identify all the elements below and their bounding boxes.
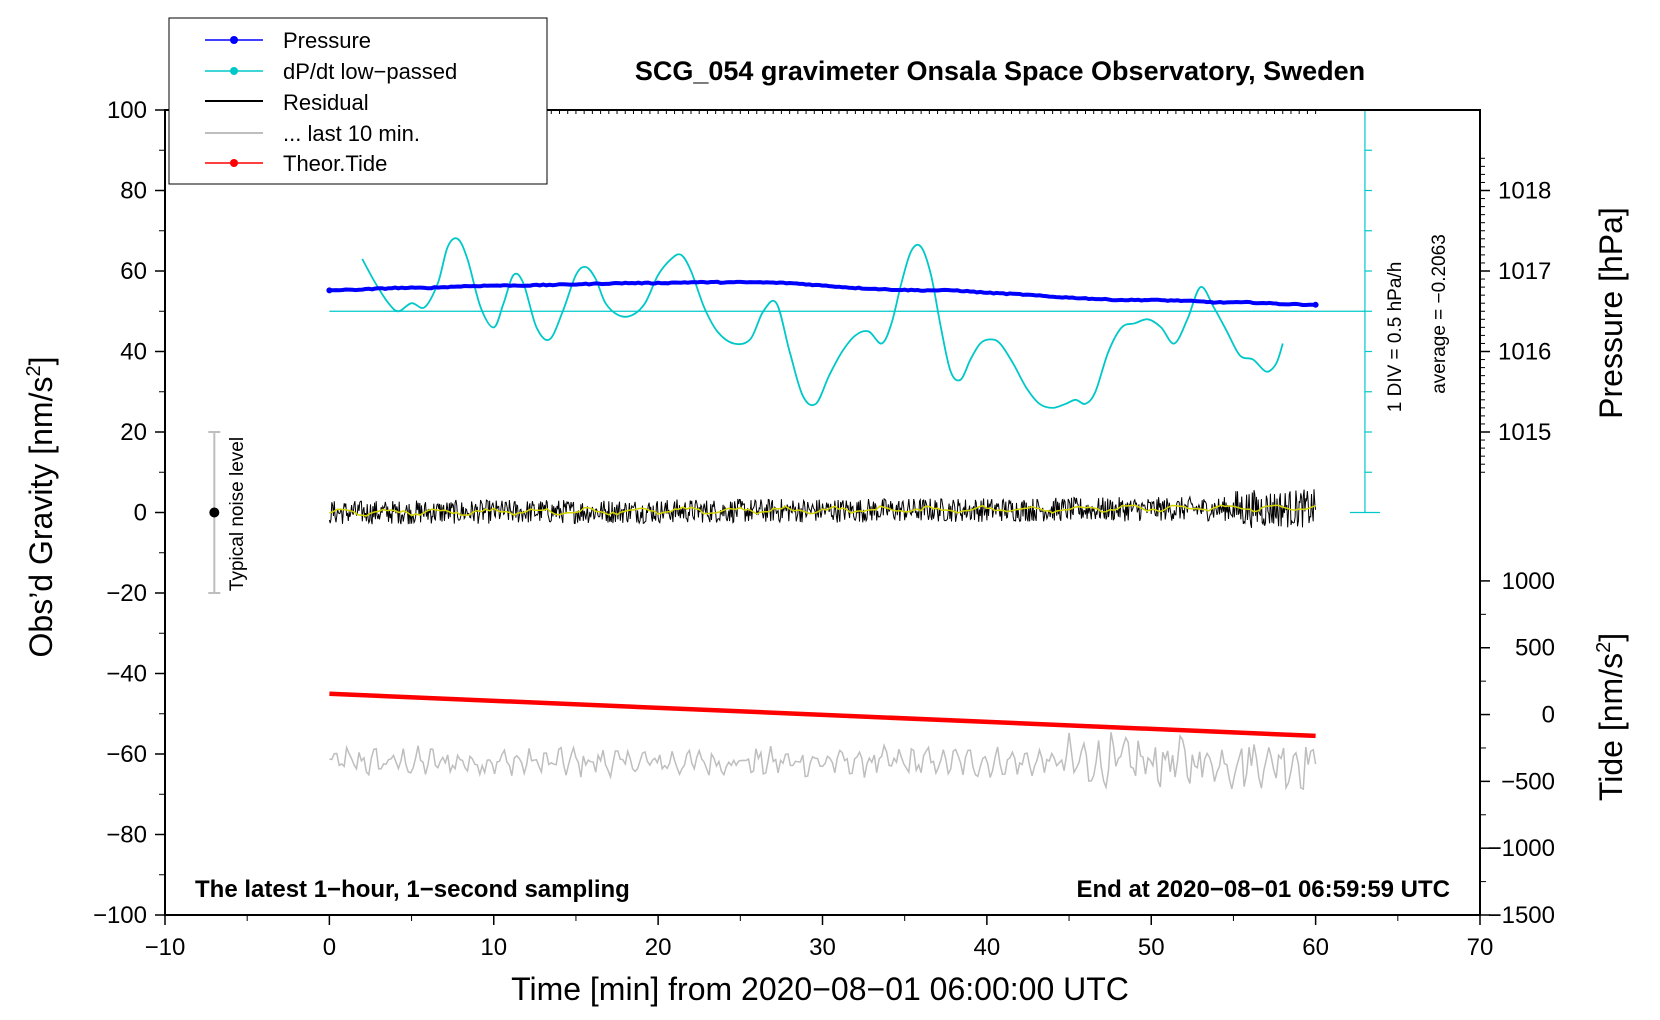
pressure-tick-label: 1017 bbox=[1498, 258, 1551, 285]
pressure-marker-start bbox=[326, 287, 333, 294]
legend-item-tide: Theor.Tide bbox=[205, 151, 387, 176]
legend-marker-tide bbox=[230, 159, 238, 167]
x-tick-label: 50 bbox=[1138, 934, 1165, 961]
side-scale-average-label: average = −0.2063 bbox=[1429, 234, 1450, 394]
pressure-tick-label: 1015 bbox=[1498, 419, 1551, 446]
y-tick-label: 40 bbox=[120, 339, 147, 366]
series-pressure bbox=[329, 279, 1316, 307]
tide-tick-label: 0 bbox=[1542, 702, 1555, 729]
legend-label-dpdt: dP/dt low−passed bbox=[283, 59, 457, 84]
x-tick-label: −10 bbox=[145, 934, 186, 961]
series-residual-smoothed bbox=[329, 504, 1316, 517]
y-tick-label: 0 bbox=[134, 500, 147, 527]
y-tick-label: −40 bbox=[106, 661, 147, 688]
y-tick-label: 60 bbox=[120, 258, 147, 285]
y-axis-label-tide: Tide [nm/s2] bbox=[1593, 633, 1629, 801]
pressure-tick-label: 1016 bbox=[1498, 339, 1551, 366]
legend-label-pressure: Pressure bbox=[283, 28, 371, 53]
annotation-sampling: The latest 1−hour, 1−second sampling bbox=[195, 876, 630, 903]
noise-level-label: Typical noise level bbox=[227, 437, 248, 591]
y-tick-label: 80 bbox=[120, 178, 147, 205]
x-tick-label: 70 bbox=[1467, 934, 1494, 961]
y-tick-label: −100 bbox=[93, 902, 147, 929]
x-axis-label: Time [min] from 2020−08−01 06:00:00 UTC bbox=[511, 971, 1129, 1007]
y-axis-label-left: Obs’d Gravity [nm/s2] bbox=[23, 357, 59, 658]
series-layer bbox=[208, 109, 1380, 791]
tide-tick-label: −500 bbox=[1501, 768, 1555, 795]
legend: Pressure dP/dt low−passed Residual ... l… bbox=[168, 17, 548, 185]
legend-item-residual: Residual bbox=[205, 90, 369, 115]
x-tick-label: 40 bbox=[974, 934, 1001, 961]
pressure-marker-end bbox=[1312, 301, 1319, 308]
tide-tick-label: −1000 bbox=[1488, 835, 1555, 862]
legend-item-last10: ... last 10 min. bbox=[205, 121, 420, 146]
pressure-tick-label: 1018 bbox=[1498, 178, 1551, 205]
x-tick-label: 60 bbox=[1302, 934, 1329, 961]
tide-tick-label: 1000 bbox=[1502, 568, 1555, 595]
y-tick-label: 100 bbox=[107, 97, 147, 124]
legend-marker-dpdt bbox=[230, 67, 238, 75]
y-tick-label: −60 bbox=[106, 741, 147, 768]
y-tick-label: −80 bbox=[106, 822, 147, 849]
tide-tick-label: −1500 bbox=[1488, 902, 1555, 929]
y-tick-label: 20 bbox=[120, 419, 147, 446]
y-tick-label: −20 bbox=[106, 580, 147, 607]
series-theor-tide bbox=[329, 691, 1316, 739]
legend-label-residual: Residual bbox=[283, 90, 369, 115]
legend-label-last10: ... last 10 min. bbox=[283, 121, 420, 146]
annotation-end-time: End at 2020−08−01 06:59:59 UTC bbox=[1076, 876, 1450, 903]
tide-tick-label: 500 bbox=[1515, 635, 1555, 662]
legend-item-dpdt: dP/dt low−passed bbox=[205, 59, 457, 84]
y-axis-label-pressure: Pressure [hPa] bbox=[1593, 207, 1629, 419]
side-scale-div-label: 1 DIV = 0.5 hPa/h bbox=[1385, 262, 1406, 413]
legend-marker-pressure bbox=[230, 36, 238, 44]
noise-bar-center bbox=[209, 507, 220, 518]
legend-item-pressure: Pressure bbox=[205, 28, 371, 53]
series-dpdt bbox=[361, 237, 1284, 409]
x-tick-label: 10 bbox=[480, 934, 507, 961]
axes-layer: −10 0 10 20 30 40 50 60 70−100−80−60−40−20020406… bbox=[93, 97, 1555, 961]
x-tick-label: 20 bbox=[645, 934, 672, 961]
x-tick-label: 30 bbox=[809, 934, 836, 961]
chart-title: SCG_054 gravimeter Onsala Space Observat… bbox=[635, 56, 1365, 86]
x-tick-label: 0 bbox=[323, 934, 336, 961]
legend-label-tide: Theor.Tide bbox=[283, 151, 387, 176]
series-last10 bbox=[329, 732, 1317, 791]
